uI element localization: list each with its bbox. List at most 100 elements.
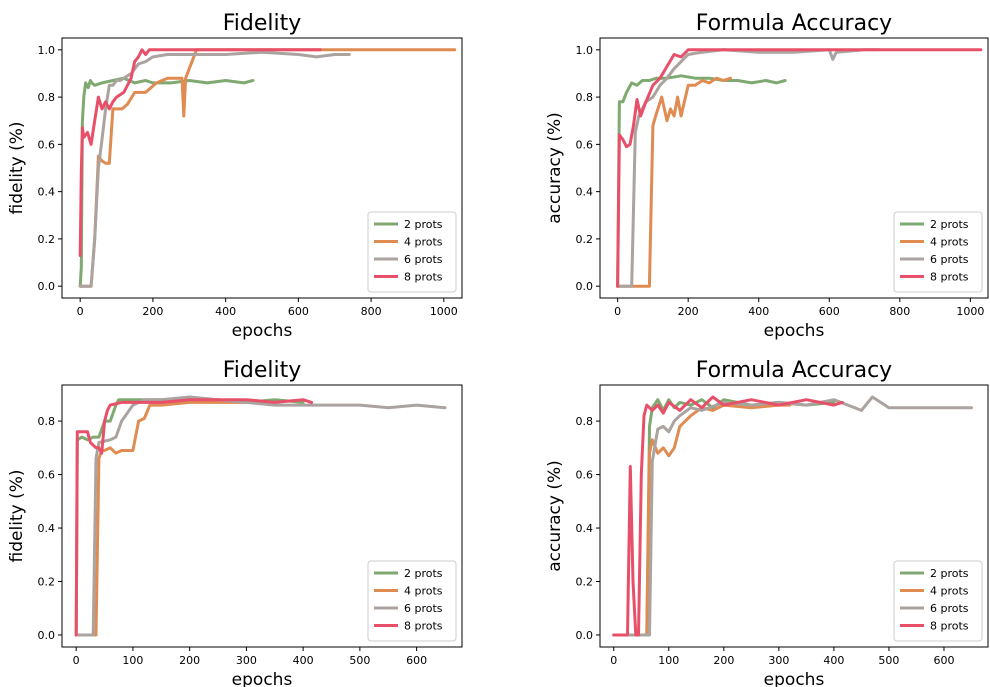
x-tick-label: 500 (349, 654, 370, 667)
legend-box (893, 560, 983, 642)
x-tick-label: 1000 (430, 305, 458, 318)
x-tick-label: 500 (878, 654, 899, 667)
y-tick-label: 0.6 (576, 469, 594, 482)
x-tick-label: 400 (748, 305, 769, 318)
series-line-2-prots (74, 398, 305, 637)
x-tick-label: 200 (678, 305, 699, 318)
y-tick-label: 0.4 (576, 522, 594, 535)
y-tick-label: 0.0 (38, 629, 56, 642)
chart-title: Fidelity (223, 358, 302, 383)
x-tick-label: 100 (658, 654, 679, 667)
legend-label: 4 prots (930, 585, 969, 598)
y-tick-label: 0.8 (38, 415, 56, 428)
series-line-4-prots (612, 403, 792, 637)
y-tick-label: 0.0 (38, 280, 56, 293)
chart-title: Formula Accuracy (696, 11, 892, 36)
legend-label: 2 prots (404, 218, 443, 231)
y-tick-label: 0.2 (576, 576, 594, 589)
legend-label: 8 prots (404, 620, 443, 633)
legend-label: 6 prots (404, 602, 443, 615)
axes-frame (599, 384, 989, 648)
legend-box (367, 560, 457, 642)
series-line-8-prots (616, 48, 983, 288)
x-tick-label: 0 (610, 654, 617, 667)
legend-label: 6 prots (930, 253, 969, 266)
chart-formula-accuracy-top: 0 200 400 600 800 1000 0.0 0.2 0.4 0.6 0.8 1.0 Formu… (545, 11, 989, 341)
x-tick-label: 0 (77, 305, 84, 318)
legend-label: 4 prots (930, 236, 969, 249)
x-tick-label: 200 (713, 654, 734, 667)
legend-label: 2 prots (930, 218, 969, 231)
axes-frame (61, 37, 463, 299)
x-tick-label: 0 (73, 654, 80, 667)
legend-label: 8 prots (930, 620, 969, 633)
x-tick-label: 800 (361, 305, 382, 318)
y-tick-label: 1.0 (38, 44, 56, 57)
chart-fidelity-top: 0 200 400 600 800 1000 0.0 0.2 0.4 0.6 0.8 1.0 Fidel… (7, 11, 463, 341)
y-tick-label: 0.6 (576, 138, 594, 151)
y-tick-label: 0.6 (38, 469, 56, 482)
x-axis-label: epochs (232, 321, 293, 341)
series-line-2-prots (78, 76, 255, 288)
x-axis-label: epochs (232, 670, 293, 687)
y-axis-label: accuracy (%) (545, 460, 565, 572)
legend-label: 6 prots (930, 602, 969, 615)
y-tick-label: 0.8 (576, 91, 594, 104)
legend-label: 2 prots (404, 567, 443, 580)
legend-label: 4 prots (404, 236, 443, 249)
y-tick-label: 0.2 (38, 576, 56, 589)
x-tick-label: 400 (293, 654, 314, 667)
x-tick-label: 200 (179, 654, 200, 667)
x-tick-label: 600 (933, 654, 954, 667)
chart-title: Formula Accuracy (696, 358, 892, 383)
legend-label: 4 prots (404, 585, 443, 598)
x-tick-label: 400 (823, 654, 844, 667)
x-tick-label: 1000 (956, 305, 984, 318)
y-tick-label: 0.6 (38, 138, 56, 151)
series-line-8-prots (74, 398, 314, 637)
y-tick-label: 0.4 (38, 522, 56, 535)
chart-title: Fidelity (223, 11, 302, 36)
x-tick-label: 600 (819, 305, 840, 318)
legend-label: 2 prots (930, 567, 969, 580)
x-tick-label: 400 (215, 305, 236, 318)
x-tick-label: 300 (236, 654, 257, 667)
y-axis-label: fidelity (%) (7, 470, 27, 563)
series-line-8-prots (78, 48, 322, 257)
y-tick-label: 0.2 (38, 233, 56, 246)
legend-box (893, 211, 983, 293)
legend: 2 prots 4 prots 6 prots 8 prots (893, 211, 983, 293)
legend-label: 8 prots (930, 271, 969, 284)
chart-formula-accuracy-bottom: 0 100 200 300 400 500 600 0.0 0.2 0.4 0.6 0.8 Formul… (545, 358, 989, 687)
legend: 2 prots 4 prots 6 prots 8 prots (893, 560, 983, 642)
legend: 2 prots 4 prots 6 prots 8 prots (367, 211, 457, 293)
x-tick-label: 600 (406, 654, 427, 667)
x-tick-label: 300 (768, 654, 789, 667)
legend-label: 6 prots (404, 253, 443, 266)
y-tick-label: 0.4 (38, 186, 56, 199)
y-tick-label: 0.0 (576, 629, 594, 642)
series-line-8-prots (612, 395, 844, 637)
axes-frame (61, 384, 463, 648)
y-tick-label: 0.8 (576, 415, 594, 428)
y-tick-label: 0.8 (38, 91, 56, 104)
y-tick-label: 0.0 (576, 280, 594, 293)
series-line-4-prots (616, 76, 732, 288)
legend-label: 8 prots (404, 271, 443, 284)
y-axis-label: accuracy (%) (545, 112, 565, 224)
x-tick-label: 600 (288, 305, 309, 318)
series-line-6-prots (78, 50, 351, 288)
y-tick-label: 1.0 (576, 44, 594, 57)
legend: 2 prots 4 prots 6 prots 8 prots (367, 560, 457, 642)
chart-fidelity-bottom: 0 100 200 300 400 500 600 0.0 0.2 0.4 0.6 0.8 Fideli… (7, 358, 463, 687)
y-tick-label: 0.4 (576, 186, 594, 199)
x-tick-label: 100 (122, 654, 143, 667)
series-line-6-prots (74, 395, 447, 637)
x-tick-label: 800 (889, 305, 910, 318)
series-line-6-prots (612, 395, 973, 637)
y-axis-label: fidelity (%) (7, 122, 27, 215)
x-axis-label: epochs (764, 321, 825, 341)
y-tick-label: 0.2 (576, 233, 594, 246)
series-line-6-prots (616, 48, 881, 288)
